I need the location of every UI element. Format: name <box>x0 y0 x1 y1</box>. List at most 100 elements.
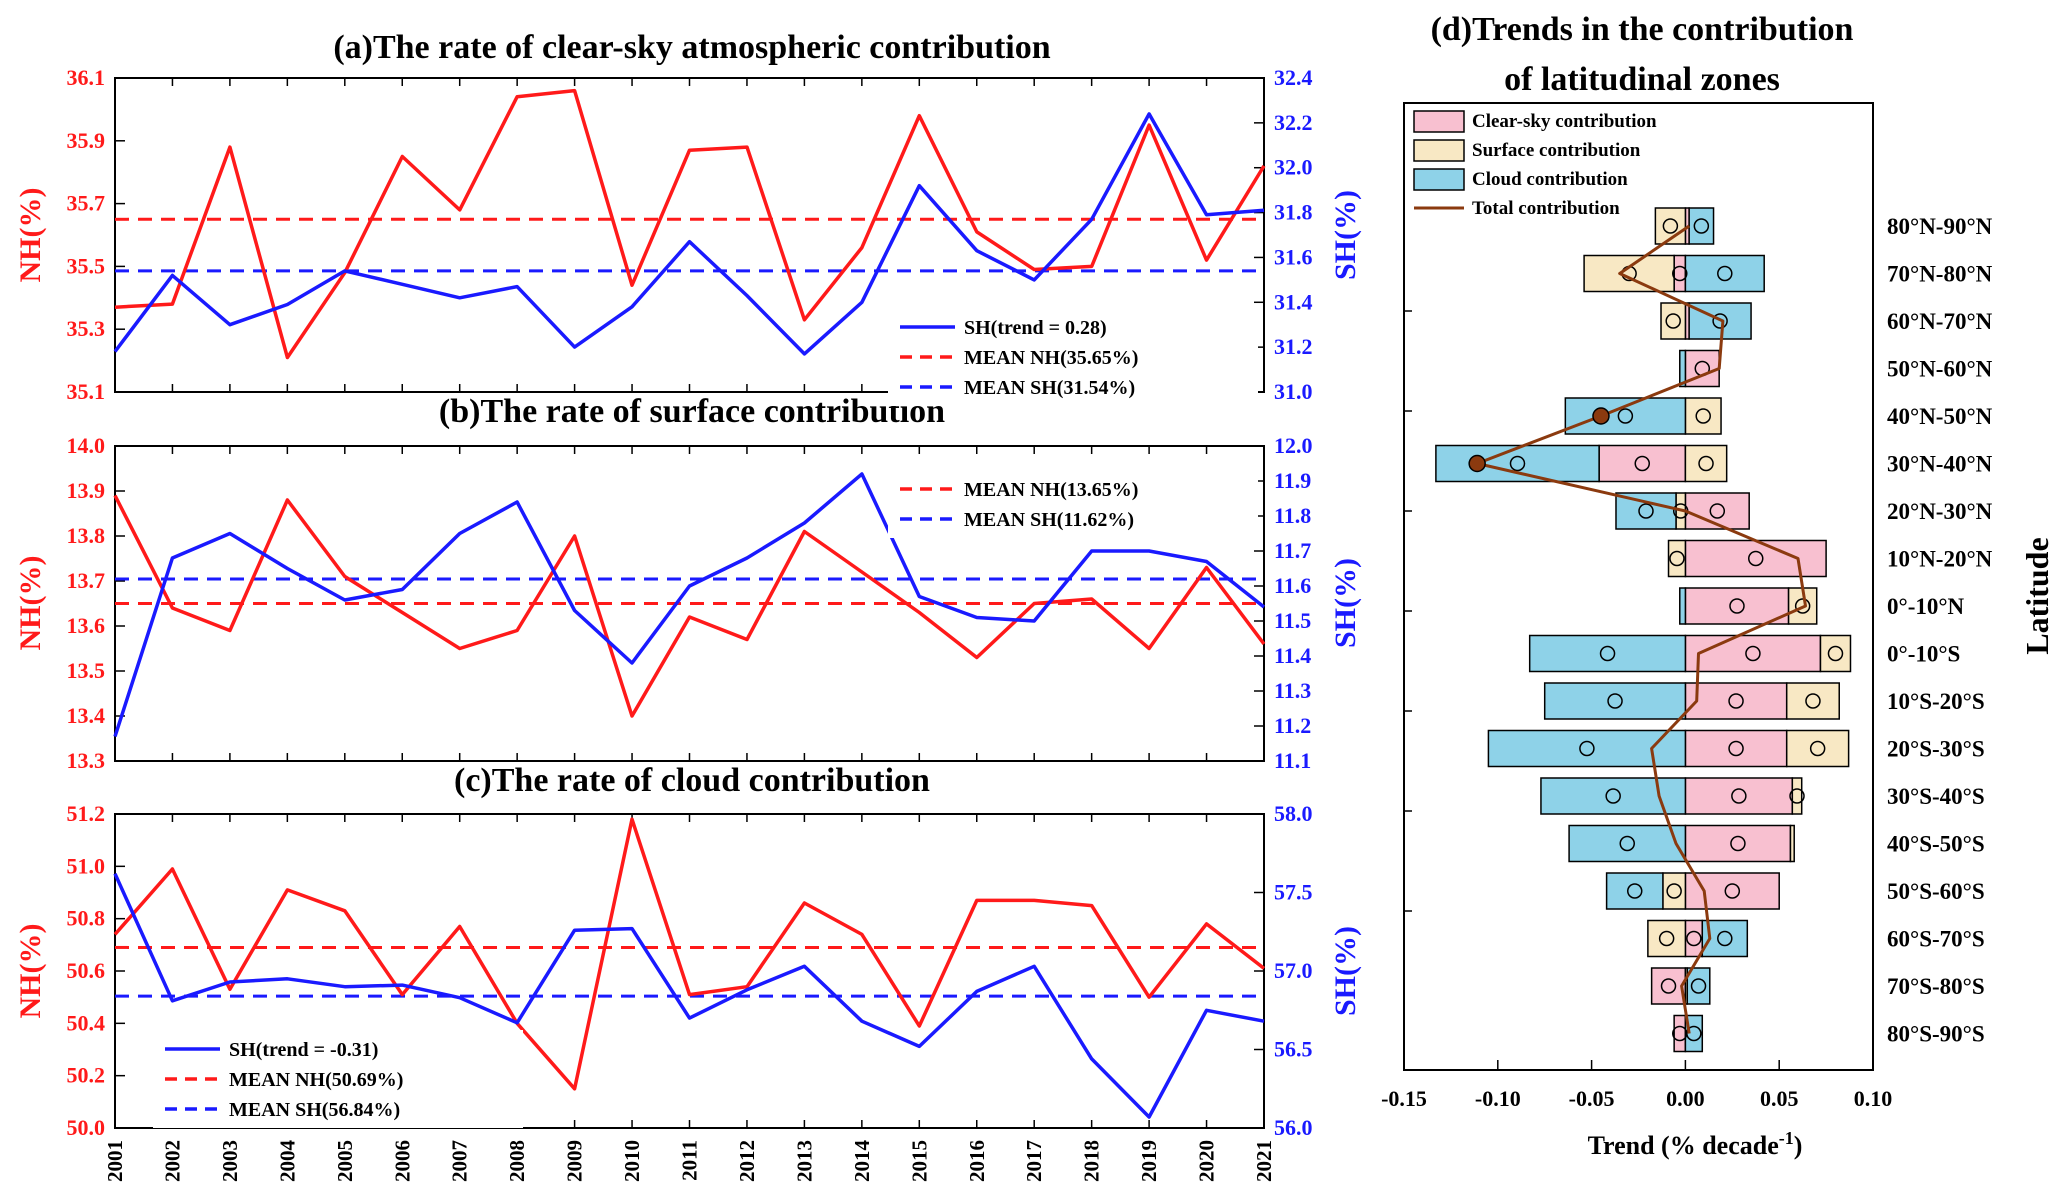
bar-segment-cloud <box>1679 349 1687 388</box>
bar-segment-clear-sky <box>1684 587 1790 625</box>
x-tick-label: 2009 <box>563 1140 587 1182</box>
bar-segment-cloud <box>1564 397 1687 435</box>
legend-label: Total contribution <box>1472 198 1620 219</box>
panel-d-chart: -0.15 -0.10 -0.05 0.00 0.05 0.10 80°N-90°N 70°N… <box>1381 102 2055 1160</box>
left-y-tick-label: 35.5 <box>67 253 106 278</box>
legend-label: MEAN NH(35.65%) <box>964 347 1138 369</box>
panel-d-y-axis-label: Latitude <box>2019 537 2055 654</box>
panel-d-title-line1: (d)Trends in the contribution <box>1431 11 1854 48</box>
right-y-tick-label: 31.0 <box>1274 379 1313 404</box>
latitude-label: 20°N-30°N <box>1887 499 1993 524</box>
left-y-tick-label: 13.3 <box>67 748 106 773</box>
legend-swatch <box>1413 168 1465 191</box>
segment-marker <box>1745 645 1761 662</box>
latitude-label: 10°S-20°S <box>1887 689 1985 714</box>
left-y-tick-label: 13.6 <box>67 613 106 638</box>
latitude-label: 40°S-50°S <box>1887 832 1985 857</box>
left-y-tick-label: 51.0 <box>67 853 106 878</box>
bar-segment-cloud <box>1684 254 1765 293</box>
segment-marker <box>1605 788 1621 804</box>
panel-b-right-axis-label: SH(%) <box>1329 558 1362 648</box>
bar-segment-clear-sky <box>1684 777 1794 815</box>
panel-a-right-axis-label: SH(%) <box>1329 190 1362 280</box>
segment-marker <box>1693 218 1710 234</box>
segment-marker <box>1672 265 1688 282</box>
latitude-label: 20°S-30°S <box>1887 737 1985 762</box>
x-tick-label: 2018 <box>1080 1140 1104 1182</box>
right-y-tick-label: 11.8 <box>1274 503 1311 528</box>
total-contribution-line <box>1475 224 1807 1034</box>
bar-segment-surface <box>1684 397 1722 435</box>
right-y-tick-label: 32.2 <box>1274 110 1313 135</box>
panel-d-x-axis-label-end: ) <box>1794 1131 1803 1160</box>
left-y-tick-label: 50.0 <box>67 1115 106 1140</box>
left-y-tick-label: 36.1 <box>67 65 106 90</box>
legend: SH(trend = -0.31) MEAN NH(50.69%) MEAN SH(… <box>153 1030 523 1128</box>
series-line-left <box>113 494 1266 718</box>
left-y-tick-label: 13.9 <box>67 478 106 503</box>
bar-segment-cloud <box>1615 492 1677 530</box>
x-tick-label: 2002 <box>160 1140 184 1182</box>
right-y-tick-label: 56.0 <box>1274 1115 1313 1140</box>
segment-marker <box>1717 930 1733 947</box>
left-y-tick-label: 51.2 <box>67 801 106 826</box>
segment-marker <box>1827 645 1844 662</box>
segment-marker <box>1662 218 1679 234</box>
right-y-tick-label: 57.0 <box>1274 958 1313 983</box>
legend-label: SH(trend = 0.28) <box>964 317 1107 339</box>
latitude-label: 50°S-60°S <box>1887 879 1985 904</box>
x-tick-label: 2006 <box>390 1140 414 1182</box>
segment-marker <box>1686 1025 1702 1042</box>
right-y-tick-label: 11.5 <box>1274 608 1311 633</box>
left-y-tick-label: 50.2 <box>67 1063 106 1088</box>
right-y-tick-label: 11.6 <box>1274 573 1311 598</box>
left-y-tick-label: 13.5 <box>67 658 106 683</box>
segment-marker <box>1658 930 1675 947</box>
right-y-tick-label: 32.4 <box>1274 65 1313 90</box>
right-y-tick-label: 11.2 <box>1274 713 1311 738</box>
panel-c-lines: 2001 2002 2003 2004 2005 2006 2007 2008 2009 2010… <box>67 801 1313 1182</box>
legend-label: MEAN NH(13.65%) <box>964 479 1138 501</box>
series-line-left <box>113 817 1266 1091</box>
left-y-tick-label: 35.3 <box>67 316 106 341</box>
segment-marker <box>1724 883 1741 899</box>
total-point-marker <box>1468 454 1486 473</box>
segment-marker <box>1729 598 1745 614</box>
x-tick-label: 2007 <box>448 1140 472 1182</box>
left-y-tick-label: 50.8 <box>67 906 106 931</box>
bar-segment-clear-sky <box>1673 254 1687 293</box>
bar-segment-cloud <box>1688 207 1715 245</box>
segment-marker <box>1599 645 1616 662</box>
x-tick-label: 2019 <box>1137 1140 1161 1182</box>
bar-segment-clear-sky <box>1684 539 1827 578</box>
latitude-label: 80°S-90°S <box>1887 1022 1985 1047</box>
bar-segment-surface <box>1662 872 1687 910</box>
panel-d-x-axis-label: Trend (% decade-1) <box>1588 1128 1803 1160</box>
legend-label: SH(trend = -0.31) <box>229 1039 378 1061</box>
panel-a-left-axis-label: NH(%) <box>14 188 47 283</box>
segment-marker <box>1638 503 1654 519</box>
bar-segment-clear-sky <box>1684 872 1780 910</box>
x-tick-label: 0.10 <box>1854 1086 1893 1111</box>
left-y-tick-label: 13.4 <box>67 703 106 728</box>
bar-segment-clear-sky <box>1598 444 1687 483</box>
panel-d-bars: -0.15 -0.10 -0.05 0.00 0.05 0.10 80°N-90°N 70°N… <box>1381 104 1993 1111</box>
latitude-label: 50°N-60°N <box>1887 357 1993 382</box>
panel-c-left-axis-label: NH(%) <box>14 924 47 1019</box>
segment-marker <box>1617 408 1634 424</box>
x-tick-label: 2017 <box>1022 1140 1046 1182</box>
bar-segment-clear-sky <box>1673 1014 1687 1053</box>
latitude-label: 70°S-80°S <box>1887 974 1985 999</box>
segment-marker <box>1730 835 1746 852</box>
right-y-tick-label: 11.1 <box>1274 748 1311 773</box>
legend-swatch <box>1413 139 1465 162</box>
segment-marker <box>1509 455 1526 472</box>
series-line-left <box>114 88 1266 360</box>
x-tick-label: -0.10 <box>1475 1086 1521 1111</box>
panel-b-left-axis-label: NH(%) <box>14 556 47 651</box>
latitude-label: 80°N-90°N <box>1887 214 1993 239</box>
left-y-tick-label: 13.8 <box>67 523 106 548</box>
right-y-tick-label: 11.7 <box>1274 538 1311 563</box>
latitude-label: 60°S-70°S <box>1887 927 1985 952</box>
segment-marker <box>1728 693 1744 709</box>
